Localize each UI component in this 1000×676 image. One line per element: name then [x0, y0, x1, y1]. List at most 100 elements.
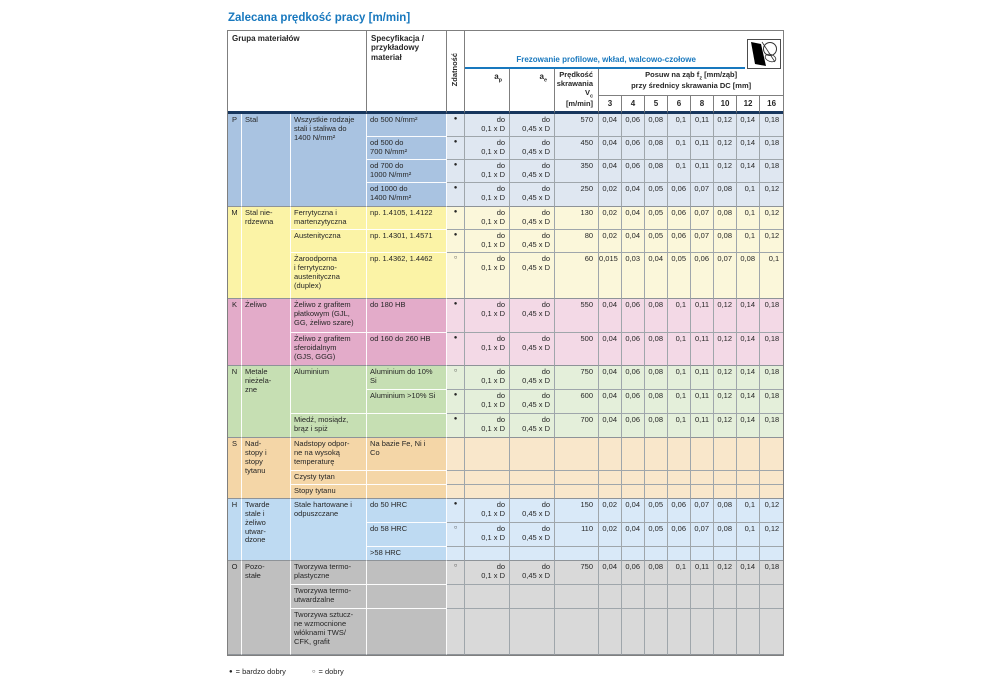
material-description: Stopy tytanu — [291, 485, 368, 499]
feed-per-tooth-value: 0,04 — [599, 299, 623, 333]
table-row: K Żeliwo Żeliwo z grafitem płatkowym (GJL,… — [228, 299, 784, 366]
feed-per-tooth-value: 0,08 — [714, 207, 738, 230]
material-spec — [367, 585, 448, 609]
cutting-speed-value — [555, 609, 600, 655]
feed-per-tooth-value: 0,02 — [599, 499, 623, 523]
feed-per-tooth-value: 0,03 — [622, 253, 646, 299]
feed-per-tooth-value: 0,08 — [714, 523, 738, 547]
table-row: H Twarde stale i żeliwo utwar- dzone Stale… — [228, 499, 784, 561]
feed-per-tooth-value — [737, 585, 761, 609]
feed-per-tooth-value: 0,06 — [668, 499, 692, 523]
feed-per-tooth-value: 0,04 — [622, 523, 646, 547]
feed-per-tooth-value: 0,05 — [645, 523, 669, 547]
feed-per-tooth-value: 0,04 — [645, 253, 669, 299]
feed-per-tooth-value: 0,06 — [668, 230, 692, 253]
ap-value: do 0,1 x D — [465, 137, 511, 160]
cutting-speed-value: 150 — [555, 499, 600, 523]
feed-per-tooth-value: 0,11 — [691, 160, 715, 183]
feed-per-tooth-value: 0,11 — [691, 366, 715, 390]
col-header-dc-5: 5 — [645, 96, 669, 114]
table-row: Austenityczna np. 1.4301, 1.4571 ● do 0,1 x… — [228, 230, 784, 253]
feed-per-tooth-value: 0,11 — [691, 390, 715, 414]
feed-per-tooth-value — [599, 547, 623, 561]
ap-value — [465, 485, 511, 499]
feed-per-tooth-value: 0,04 — [622, 499, 646, 523]
col-header-cutting-speed: Prędkość skrawania Vc [m/min] — [555, 69, 600, 114]
material-description: Tworzywa sztucz- ne wzmocnione włóknami … — [291, 609, 368, 655]
feed-per-tooth-value: 0,02 — [599, 230, 623, 253]
feed-per-tooth-value: 0,18 — [760, 137, 784, 160]
feed-per-tooth-value: 0,04 — [599, 160, 623, 183]
feed-per-tooth-value: 0,04 — [599, 561, 623, 585]
legend-item: ○ = dobry — [311, 667, 344, 676]
feed-per-tooth-value: 0,12 — [714, 333, 738, 366]
feed-per-tooth-value — [714, 609, 738, 655]
cutting-speed-value: 750 — [555, 561, 600, 585]
feed-per-tooth-value: 0,04 — [622, 230, 646, 253]
material-group-letter: P — [228, 114, 242, 207]
material-spec — [367, 414, 448, 438]
suitability-rating: ○ — [447, 253, 466, 299]
cutting-speed-value: 600 — [555, 390, 600, 414]
material-spec — [367, 471, 448, 485]
feed-per-tooth-value: 0,08 — [645, 366, 669, 390]
table-row: >58 HRC — [228, 547, 784, 561]
material-description: Nadstopy odpor- ne na wysoką temperaturę — [291, 438, 368, 471]
material-group-name: Stal nie- rdzewna — [242, 207, 291, 299]
feed-per-tooth-value: 0,18 — [760, 390, 784, 414]
material-spec: od 700 do 1000 N/mm² — [367, 160, 448, 183]
feed-per-tooth-value — [760, 485, 784, 499]
feed-per-tooth-value: 0,12 — [760, 183, 784, 207]
material-spec — [367, 485, 448, 499]
ae-value: do 0,45 x D — [510, 333, 556, 366]
feed-per-tooth-value: 0,06 — [622, 366, 646, 390]
suitability-rating — [447, 471, 466, 485]
cutting-speed-value — [555, 471, 600, 485]
suitability-rating: ○ — [447, 523, 466, 547]
ap-value: do 0,1 x D — [465, 230, 511, 253]
feed-per-tooth-value: 0,1 — [668, 160, 692, 183]
feed-per-tooth-value: 0,07 — [691, 183, 715, 207]
feed-per-tooth-value: 0,015 — [599, 253, 623, 299]
feed-per-tooth-value: 0,14 — [737, 561, 761, 585]
feed-per-tooth-value: 0,1 — [737, 183, 761, 207]
material-spec: Aluminium do 10% Si — [367, 366, 448, 390]
col-header-dc-8: 8 — [691, 96, 715, 114]
material-description: Miedź, mosiądz, brąz i spiż — [291, 414, 368, 438]
feed-per-tooth-value: 0,08 — [645, 414, 669, 438]
cutting-speed-value — [555, 585, 600, 609]
feed-per-tooth-value: 0,11 — [691, 114, 715, 137]
feed-per-tooth-value — [714, 485, 738, 499]
feed-per-tooth-value: 0,04 — [622, 207, 646, 230]
feed-per-tooth-value: 0,1 — [737, 207, 761, 230]
ap-value: do 0,1 x D — [465, 299, 511, 333]
material-description: Tworzywa termo- plastyczne — [291, 561, 368, 585]
ae-value — [510, 485, 556, 499]
feed-per-tooth-value — [622, 438, 646, 471]
col-header-material-group: Grupa materiałów — [228, 31, 368, 114]
material-group-letter: N — [228, 366, 242, 438]
material-description: Żaroodporna i ferrytyczno- austenityczna… — [291, 253, 368, 299]
cutting-speed-value: 450 — [555, 137, 600, 160]
feed-per-tooth-value: 0,12 — [714, 390, 738, 414]
feed-per-tooth-value: 0,11 — [691, 561, 715, 585]
cutting-speed-value: 80 — [555, 230, 600, 253]
feed-per-tooth-value: 0,14 — [737, 137, 761, 160]
feed-per-tooth-value — [760, 585, 784, 609]
ap-value: do 0,1 x D — [465, 114, 511, 137]
material-group-name: Stal — [242, 114, 291, 207]
ap-value: do 0,1 x D — [465, 390, 511, 414]
ap-value — [465, 609, 511, 655]
feed-per-tooth-value — [599, 438, 623, 471]
feed-per-tooth-value: 0,02 — [599, 523, 623, 547]
feed-per-tooth-value: 0,04 — [599, 414, 623, 438]
feed-per-tooth-value: 0,12 — [714, 414, 738, 438]
feed-per-tooth-value: 0,14 — [737, 114, 761, 137]
feed-per-tooth-value: 0,1 — [668, 333, 692, 366]
col-header-dc-4: 4 — [622, 96, 646, 114]
feed-per-tooth-value — [622, 585, 646, 609]
table-row: O Pozo- stałe Tworzywa termo- plastyczne ○ d… — [228, 561, 784, 655]
material-spec: do 50 HRC — [367, 499, 448, 523]
feed-per-tooth-value — [668, 609, 692, 655]
